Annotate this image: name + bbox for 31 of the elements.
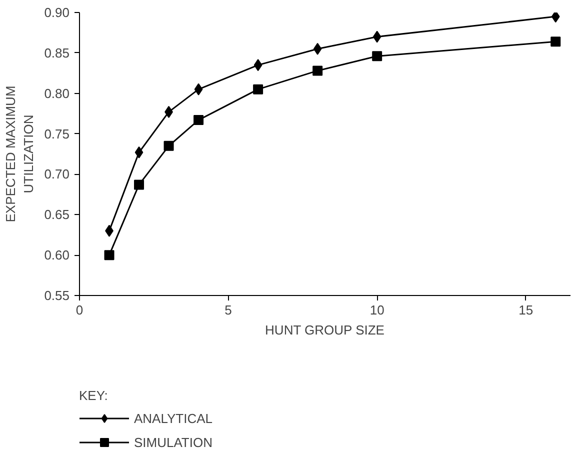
- y-tick-label: 0.60: [44, 248, 70, 263]
- legend-title: KEY:: [79, 388, 109, 403]
- point: [312, 66, 323, 76]
- y-tick-label: 0.90: [44, 5, 70, 20]
- y-tick-label: 0.80: [44, 86, 70, 101]
- point: [550, 36, 561, 47]
- legend-label: ANALYTICAL: [134, 410, 213, 426]
- x-axis-title: HUNT GROUP SIZE: [265, 322, 385, 338]
- y-tick-label: 0.65: [44, 207, 70, 222]
- x-tick-label: 10: [370, 302, 384, 318]
- y-tick-label: 0.55: [44, 288, 70, 303]
- point: [134, 146, 144, 158]
- point: [254, 59, 262, 72]
- point: [253, 84, 264, 94]
- legend-label: SIMULATION: [134, 434, 212, 450]
- y-tick-label: 0.85: [44, 45, 70, 60]
- point: [194, 115, 204, 126]
- point: [372, 51, 382, 62]
- x-tick-label: 5: [224, 302, 232, 318]
- point: [372, 30, 382, 43]
- y-axis-title: EXPECTED MAXIMUM UTILIZATION: [3, 86, 36, 222]
- y-tick-label: 0.70: [44, 166, 70, 182]
- x-tick-label: 15: [518, 302, 534, 318]
- point: [104, 250, 114, 260]
- y-tick-label: 0.75: [44, 126, 70, 142]
- point: [551, 12, 560, 23]
- point: [313, 42, 322, 55]
- point: [134, 180, 144, 190]
- point: [194, 83, 203, 96]
- point: [164, 140, 174, 151]
- x-tick-label: 0: [76, 302, 84, 318]
